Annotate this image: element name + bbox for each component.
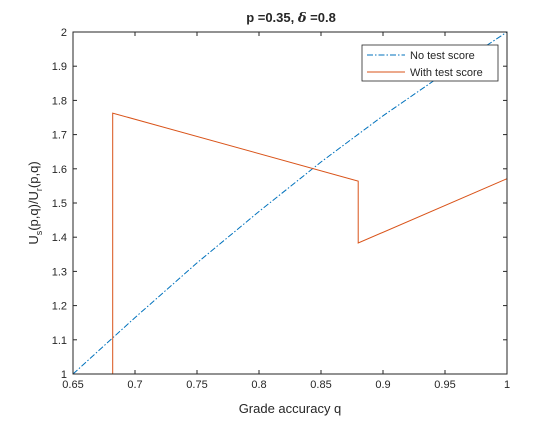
legend-label-with-test-score: With test score	[410, 67, 483, 79]
y-tick-label: 1.9	[52, 61, 67, 73]
y-axis-label: Us(p,q)/Ur(p,q)	[26, 161, 44, 244]
legend: No test score With test score	[361, 44, 499, 82]
y-tick-label: 1	[61, 369, 67, 381]
x-tick-label: 0.9	[375, 379, 390, 391]
y-tick-label: 2	[61, 27, 67, 39]
series-line-no-test-score	[72, 31, 508, 375]
y-tick-label: 1.2	[52, 301, 67, 313]
x-axis: 0.65 0.7 0.75 0.8 0.85 0.9 0.95 1	[62, 32, 510, 391]
legend-box	[361, 44, 499, 82]
x-tick-label: 0.8	[251, 379, 266, 391]
y-tick-label: 1.4	[52, 232, 67, 244]
y-axis: 1 1.1 1.2 1.3 1.4 1.5 1.6 1.7 1.8 1.9 2	[52, 27, 507, 381]
plot-area	[73, 32, 507, 374]
y-tick-label: 1.5	[52, 198, 67, 210]
legend-label-no-test-score: No test score	[410, 50, 475, 62]
chart-title: p =0.35, δ =0.8	[246, 10, 336, 26]
y-tick-label: 1.8	[52, 95, 67, 107]
x-tick-label: 0.75	[186, 379, 207, 391]
x-tick-label: 0.95	[434, 379, 455, 391]
x-tick-label: 1	[504, 379, 510, 391]
y-tick-label: 1.7	[52, 130, 67, 142]
x-axis-label: Grade accuracy q	[239, 401, 342, 416]
y-tick-label: 1.3	[52, 266, 67, 278]
x-tick-label: 0.7	[127, 379, 142, 391]
y-tick-label: 1.6	[52, 164, 67, 176]
y-tick-label: 1.1	[52, 335, 67, 347]
x-tick-label: 0.85	[310, 379, 331, 391]
x-tick-label: 0.65	[62, 379, 83, 391]
